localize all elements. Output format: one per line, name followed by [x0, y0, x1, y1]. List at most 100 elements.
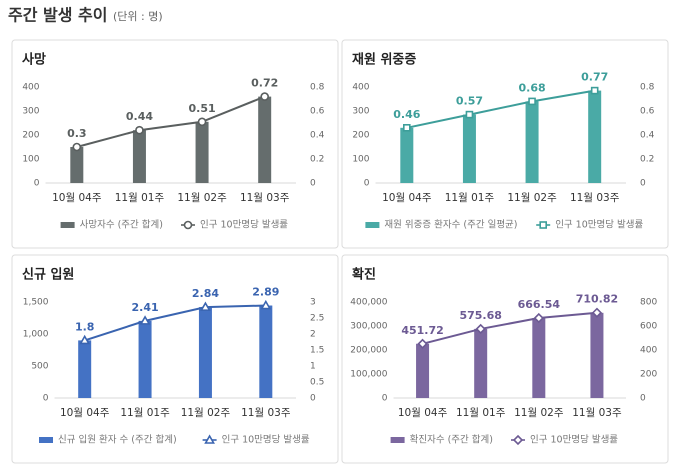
value-label: 0.46 — [393, 108, 420, 121]
value-label: 710.82 — [576, 293, 618, 306]
y-tick-label: 100,000 — [350, 370, 387, 380]
legend-label: 신규 입원 환자 수 (주간 합계) — [58, 434, 177, 446]
y2-tick-label: 1.5 — [310, 346, 324, 356]
y-tick-label: 0 — [364, 179, 370, 189]
y-tick-label: 200,000 — [350, 346, 387, 356]
bar — [400, 127, 414, 183]
value-label: 575.68 — [459, 309, 501, 322]
value-label: 0.3 — [67, 127, 87, 140]
legend-label: 재원 위중증 환자수 (주간 일평균) — [384, 219, 517, 231]
bar — [70, 147, 84, 183]
panel — [11, 39, 339, 249]
value-label: 2.84 — [192, 287, 219, 300]
panel — [11, 254, 339, 464]
x-tick-label: 11월 02주 — [507, 192, 557, 204]
y2-tick-label: 0.2 — [310, 155, 324, 165]
y2-tick-label: 2 — [310, 330, 316, 340]
x-tick-label: 11월 02주 — [181, 407, 231, 419]
bar — [462, 114, 476, 183]
y2-tick-label: 0 — [310, 179, 316, 189]
line-marker — [72, 142, 82, 152]
legend-swatch — [365, 222, 380, 228]
chart-title: 사망 — [22, 52, 46, 68]
bar — [259, 305, 273, 398]
y-tick-label: 0 — [382, 394, 388, 404]
page-title: 주간 발생 추이 — [8, 6, 107, 25]
bar — [132, 130, 146, 183]
x-tick-label: 11월 01주 — [115, 192, 165, 204]
bar — [195, 121, 209, 183]
value-label: 0.44 — [126, 110, 153, 123]
line-marker — [417, 338, 428, 349]
y-tick-label: 400 — [22, 83, 39, 93]
y-tick-label: 300 — [352, 107, 369, 117]
y2-tick-label: 600 — [640, 322, 657, 332]
value-label: 0.68 — [518, 81, 545, 94]
line-marker — [200, 301, 211, 311]
x-tick-label: 11월 03주 — [241, 407, 291, 419]
unit-note: (단위 : 명) — [113, 10, 163, 23]
y2-tick-label: 0 — [310, 394, 316, 404]
y2-tick-label: 800 — [640, 298, 657, 308]
y2-tick-label: 0.8 — [310, 83, 325, 93]
line — [406, 89, 595, 129]
y-tick-label: 300,000 — [350, 322, 387, 332]
line-marker — [260, 92, 269, 101]
y2-tick-label: 200 — [640, 370, 657, 380]
legend-swatch — [39, 437, 53, 443]
value-label: 451.72 — [401, 324, 443, 337]
y2-tick-label: 0.4 — [640, 131, 655, 141]
value-label: 2.41 — [131, 301, 158, 314]
x-tick-label: 11월 02주 — [514, 407, 564, 419]
bar — [258, 96, 272, 183]
y2-tick-label: 0 — [640, 394, 646, 404]
y2-tick-label: 0.2 — [640, 155, 654, 165]
x-tick-label: 11월 02주 — [177, 192, 227, 204]
y-tick-label: 200 — [352, 131, 369, 141]
bar — [416, 343, 430, 398]
value-label: 0.77 — [581, 71, 608, 84]
y-tick-label: 0 — [34, 179, 40, 189]
line-marker — [139, 315, 151, 325]
value-label: 0.51 — [188, 102, 215, 115]
line-marker — [591, 307, 603, 318]
y-tick-label: 400 — [352, 83, 369, 93]
value-label: 0.72 — [251, 77, 278, 90]
y2-tick-label: 2.5 — [310, 314, 324, 324]
line-marker — [590, 86, 599, 95]
panel — [341, 39, 669, 249]
legend-label: 인구 10만명당 발생률 — [530, 435, 618, 446]
y-tick-label: 500 — [31, 362, 48, 372]
legend-swatch — [60, 222, 75, 228]
chart-title: 신규 입원 — [22, 268, 74, 283]
y2-tick-label: 0.4 — [310, 131, 325, 141]
x-tick-label: 11월 01주 — [445, 192, 495, 204]
y-tick-label: 200 — [22, 131, 39, 141]
legend-label: 확진자수 (주간 합계) — [410, 434, 493, 446]
y2-tick-label: 0.6 — [310, 107, 325, 117]
y2-tick-label: 0.8 — [640, 83, 655, 93]
y2-tick-label: 1 — [310, 362, 316, 372]
x-tick-label: 10월 04주 — [60, 407, 110, 419]
y-tick-label: 0 — [43, 394, 49, 404]
value-label: 2.89 — [252, 286, 279, 299]
bar — [198, 307, 212, 398]
line-marker — [475, 323, 486, 335]
panel — [341, 254, 669, 464]
value-label: 666.54 — [518, 298, 561, 311]
bar — [590, 312, 604, 398]
value-label: 0.57 — [456, 95, 483, 108]
bar — [532, 318, 546, 398]
legend-label: 인구 10만명당 발생률 — [555, 220, 643, 231]
line-marker — [260, 299, 272, 310]
y-tick-label: 100 — [352, 155, 369, 165]
x-tick-label: 11월 01주 — [120, 407, 170, 419]
legend-swatch — [390, 437, 405, 443]
line-marker — [197, 117, 207, 127]
x-tick-label: 11월 01주 — [456, 407, 506, 419]
x-tick-label: 10월 04주 — [382, 192, 432, 204]
bar — [474, 328, 488, 398]
line-marker — [528, 97, 536, 106]
legend-marker — [204, 434, 215, 444]
bar — [138, 320, 152, 398]
